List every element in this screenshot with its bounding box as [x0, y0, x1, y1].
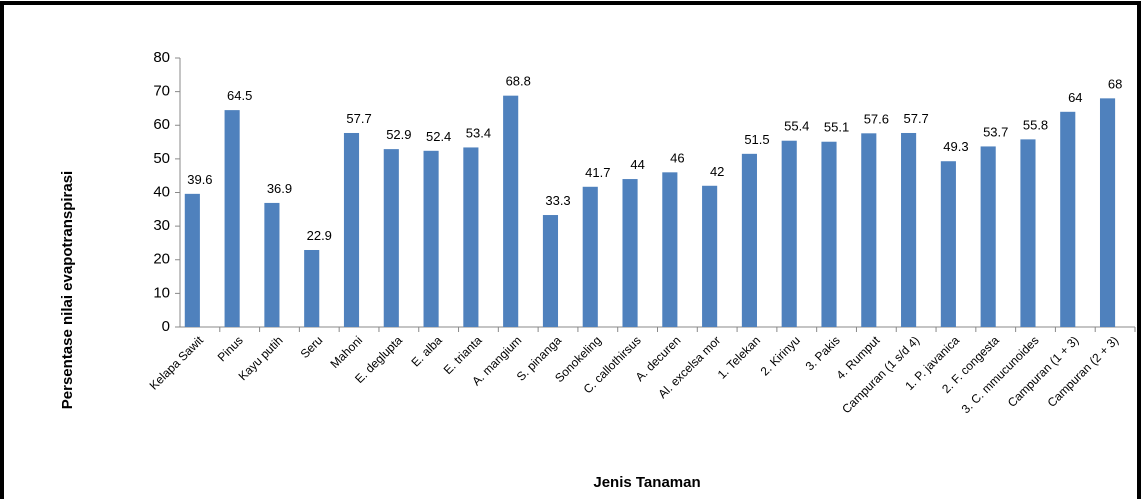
data-label: 57.7: [346, 111, 371, 126]
x-tick-label: Kelapa Sawit: [147, 333, 207, 393]
bar: [343, 132, 360, 327]
x-tick-label: Campuran (2 + 3): [1045, 333, 1122, 410]
x-axis-label: Jenis Tanaman: [593, 474, 700, 491]
bar: [821, 141, 837, 327]
x-tick-label: Mahoni: [327, 333, 365, 371]
bar: [1060, 111, 1076, 327]
y-tick-label: 10: [153, 284, 170, 301]
y-tick-label: 50: [153, 150, 170, 167]
data-label: 55.1: [824, 120, 849, 135]
data-label: 22.9: [307, 228, 332, 243]
data-label: 53.4: [466, 125, 491, 140]
y-tick-label: 80: [153, 49, 170, 66]
y-tick-label: 60: [153, 116, 170, 133]
data-label: 68: [1108, 76, 1122, 91]
data-label: 68.8: [506, 74, 531, 89]
data-label: 55.8: [1023, 117, 1048, 132]
bar: [503, 95, 519, 327]
data-label: 52.9: [386, 127, 411, 142]
data-label: 64.5: [227, 88, 252, 103]
data-label: 52.4: [426, 129, 451, 144]
bar: [542, 215, 559, 327]
data-label: 33.3: [545, 193, 570, 208]
y-axis-label: Persentase nilai evapotranspirasi: [59, 171, 76, 409]
bar: [940, 161, 956, 327]
bar: [702, 185, 718, 327]
bar: [901, 132, 917, 327]
y-tick-label: 20: [153, 251, 170, 268]
bar: [423, 150, 439, 327]
data-label: 44: [630, 157, 644, 172]
x-tick-label: Seru: [298, 333, 326, 361]
y-tick-label: 70: [153, 83, 170, 100]
bar: [1099, 98, 1116, 327]
x-tick-label: Campuran (1 + 3): [1005, 333, 1082, 410]
data-label: 41.7: [585, 165, 610, 180]
y-tick-label: 40: [153, 183, 170, 200]
data-label: 53.7: [983, 124, 1008, 139]
data-label: 64: [1068, 90, 1082, 105]
bar: [622, 179, 638, 327]
bar: [383, 149, 399, 327]
bar: [980, 146, 996, 327]
data-label: 39.6: [187, 172, 212, 187]
bar: [741, 153, 757, 327]
data-label: 57.6: [864, 111, 889, 126]
bar: [224, 110, 240, 328]
data-label: 49.3: [943, 139, 968, 154]
x-tick-label: 3. Pakis: [803, 333, 843, 373]
bar: [463, 147, 479, 327]
data-label: 55.4: [784, 119, 809, 134]
bar: [1020, 139, 1036, 327]
bar: [662, 172, 678, 327]
x-tick-label: Pinus: [215, 333, 246, 364]
data-label: 36.9: [267, 181, 292, 196]
data-label: 42: [710, 164, 724, 179]
bar: [582, 186, 598, 327]
y-tick-label: 0: [162, 318, 170, 335]
data-label: 46: [670, 150, 684, 165]
x-tick-label: 1. Telekan: [715, 333, 763, 381]
data-label: 51.5: [744, 132, 769, 147]
x-tick-label: E. alba: [408, 333, 445, 370]
bar: [264, 202, 280, 327]
y-tick-label: 30: [153, 217, 170, 234]
x-tick-label: 2. Kirinyu: [758, 333, 803, 378]
bar: [304, 249, 320, 327]
data-label: 57.7: [903, 111, 928, 126]
bar: [184, 193, 200, 327]
bar: [861, 133, 877, 327]
bar: [781, 140, 797, 327]
